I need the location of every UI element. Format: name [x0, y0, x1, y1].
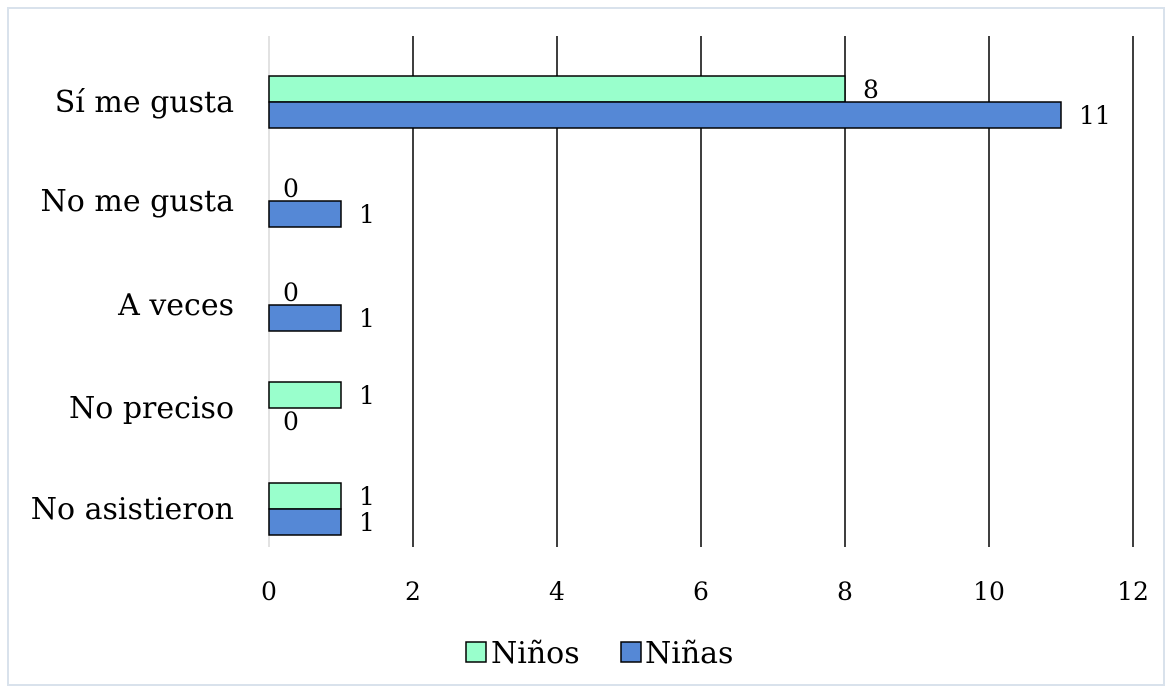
data-label: 8	[863, 75, 879, 104]
legend-label: Niños	[491, 636, 580, 671]
category-label: Sí me gusta	[55, 85, 234, 120]
category-label: No preciso	[69, 391, 234, 426]
x-tick-label: 4	[549, 577, 565, 606]
x-tick-label: 12	[1117, 577, 1149, 606]
category-label: A veces	[117, 288, 234, 323]
bar-ninos	[268, 482, 342, 510]
bar-ninos	[268, 381, 342, 409]
bar-ninas	[268, 200, 342, 228]
data-label: 0	[283, 174, 299, 203]
data-label: 11	[1079, 101, 1111, 130]
data-label: 1	[359, 304, 375, 333]
bar-ninas	[268, 508, 342, 536]
x-tick-label: 10	[973, 577, 1005, 606]
data-label: 1	[359, 482, 375, 511]
legend: Niños Niñas	[465, 636, 733, 671]
legend-swatch	[465, 641, 487, 663]
x-tick-label: 0	[261, 577, 277, 606]
data-label: 0	[283, 278, 299, 307]
legend-label: Niñas	[645, 636, 733, 671]
bar-ninas	[268, 101, 1062, 129]
bars	[268, 75, 1062, 536]
x-tick-label: 6	[693, 577, 709, 606]
x-tick-label: 2	[405, 577, 421, 606]
category-label: No me gusta	[41, 184, 235, 219]
x-tick-label: 8	[837, 577, 853, 606]
bar-ninas	[268, 304, 342, 332]
category-label: No asistieron	[31, 492, 234, 527]
data-label: 0	[283, 407, 299, 436]
bar-ninos	[268, 75, 846, 103]
legend-swatch	[620, 641, 642, 663]
data-label: 1	[359, 200, 375, 229]
data-label: 1	[359, 381, 375, 410]
data-label: 1	[359, 508, 375, 537]
